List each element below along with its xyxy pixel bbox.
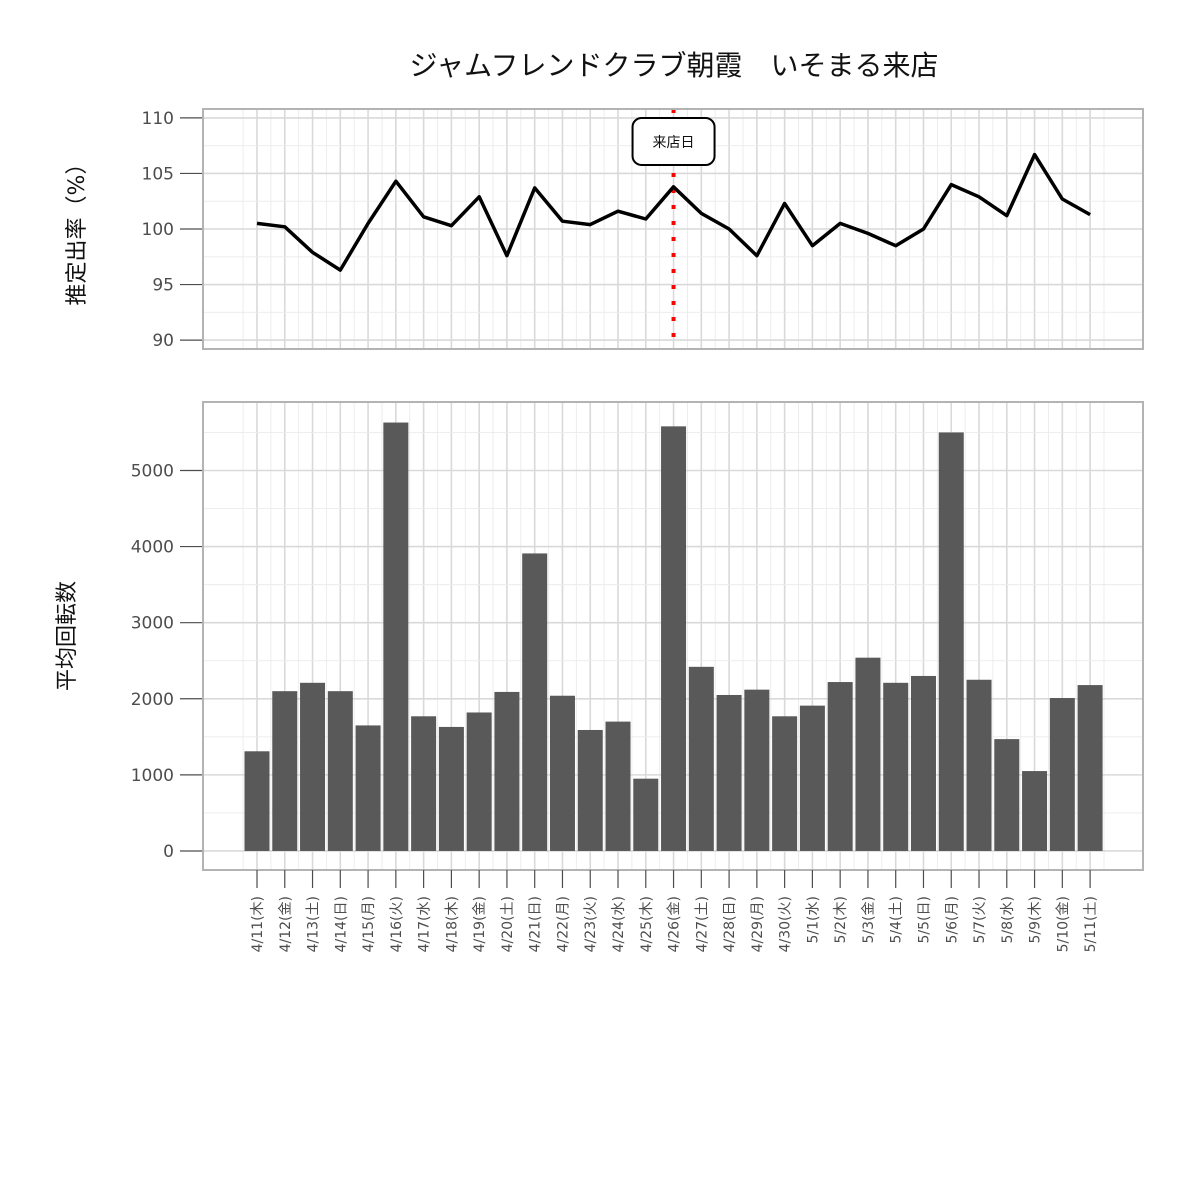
- spins-bar: [522, 553, 548, 851]
- x-tick-label: 4/20(土): [500, 896, 516, 952]
- spins-bar: [355, 725, 381, 851]
- x-tick-label: 5/11(土): [1083, 896, 1099, 952]
- x-tick-label: 5/4(土): [889, 896, 905, 943]
- spins-bar: [549, 695, 575, 851]
- spins-bar: [1049, 698, 1075, 851]
- rate-y-tick-label: 95: [152, 276, 174, 296]
- x-tick-label: 4/11(木): [250, 896, 266, 952]
- spins-y-tick-label: 5000: [131, 461, 174, 481]
- spins-bar: [272, 691, 298, 851]
- x-tick-label: 5/1(水): [805, 896, 821, 943]
- spins-y-tick-label: 4000: [131, 538, 174, 558]
- x-tick-label: 5/6(月): [944, 896, 960, 943]
- spins-bar: [1022, 771, 1048, 851]
- spins-bar: [1077, 685, 1103, 851]
- spins-y-tick-label: 2000: [131, 690, 174, 710]
- visit-day-label: 来店日: [653, 135, 695, 151]
- spins-bar: [327, 691, 353, 851]
- x-tick-label: 5/3(金): [861, 896, 877, 943]
- x-tick-label: 4/12(金): [278, 896, 294, 952]
- spins-bar: [799, 705, 825, 851]
- x-tick-label: 4/14(日): [333, 896, 349, 952]
- spins-bar: [827, 682, 853, 851]
- x-axis: 4/11(木) 4/12(金) 4/13(土) 4/14(日) 4/15(月) 4/16(…: [250, 870, 1099, 952]
- x-tick-label: 4/26(金): [667, 896, 683, 952]
- rate-y-tick-label: 90: [152, 331, 174, 351]
- spins-bar: [910, 675, 936, 851]
- x-tick-label: 5/9(木): [1028, 896, 1044, 943]
- spins-bar: [966, 679, 992, 851]
- spins-bar: [438, 726, 464, 851]
- spins-bar: [300, 682, 326, 851]
- spins-bar: [383, 422, 409, 851]
- x-tick-label: 5/8(水): [1000, 896, 1016, 943]
- spins-bar: [688, 666, 714, 851]
- spins-bar: [938, 432, 964, 851]
- x-tick-label: 5/10(金): [1055, 896, 1071, 952]
- x-tick-label: 5/2(木): [833, 896, 849, 943]
- x-tick-label: 4/15(月): [361, 896, 377, 952]
- rate-y-tick-label: 105: [142, 164, 174, 184]
- rate-y-axis-label: 推定出率（%）: [65, 153, 90, 306]
- x-tick-label: 4/25(木): [639, 896, 655, 952]
- spins-y-tick-label: 1000: [131, 766, 174, 786]
- spins-bar: [605, 721, 631, 851]
- spins-bar: [466, 712, 492, 851]
- spins-y-axis-label: 平均回転数: [55, 581, 80, 691]
- spins-bar: [411, 716, 437, 851]
- spins-y-tick-label: 3000: [131, 614, 174, 634]
- x-tick-label: 4/27(土): [694, 896, 710, 952]
- spins-bar: [661, 426, 687, 851]
- x-tick-label: 4/13(土): [306, 896, 322, 952]
- spins-bar: [244, 751, 270, 851]
- x-tick-label: 4/23(火): [583, 896, 599, 952]
- spins-bar: [744, 689, 770, 851]
- x-tick-label: 4/30(火): [778, 896, 794, 952]
- spins-bar: [772, 716, 798, 851]
- x-tick-label: 4/17(水): [417, 896, 433, 952]
- spins-bar: [994, 739, 1020, 851]
- spins-bar-panel: 0 1000 2000 3000 4000 5000: [131, 401, 1144, 871]
- x-tick-label: 4/18(木): [444, 896, 460, 952]
- x-tick-label: 5/5(日): [916, 896, 932, 943]
- spins-bar: [494, 691, 520, 851]
- rate-y-tick-label: 110: [142, 109, 174, 129]
- spins-bar: [716, 694, 742, 851]
- rate-y-tick-label: 100: [142, 220, 174, 240]
- spins-bar: [633, 778, 659, 851]
- chart-title: ジャムフレンドクラブ朝霞 いそまる来店: [410, 49, 939, 82]
- spins-bar: [883, 682, 909, 851]
- x-tick-label: 4/28(日): [722, 896, 738, 952]
- rate-series-line: [256, 152, 1091, 272]
- spins-bar: [855, 657, 881, 851]
- visit-day-label-box: [631, 117, 716, 166]
- x-tick-label: 4/24(水): [611, 896, 627, 952]
- x-tick-label: 4/21(日): [528, 896, 544, 952]
- x-tick-label: 4/19(金): [472, 896, 488, 952]
- rate-panel-border: [202, 108, 1144, 350]
- spins-bar: [577, 729, 603, 851]
- rate-line-panel: 90 95 100 105 110 来店日: [142, 108, 1144, 351]
- spins-y-tick-label: 0: [163, 842, 174, 862]
- x-tick-label: 4/22(月): [555, 896, 571, 952]
- x-tick-label: 4/16(火): [389, 896, 405, 952]
- x-tick-label: 5/7(火): [972, 896, 988, 943]
- x-tick-label: 4/29(月): [750, 896, 766, 952]
